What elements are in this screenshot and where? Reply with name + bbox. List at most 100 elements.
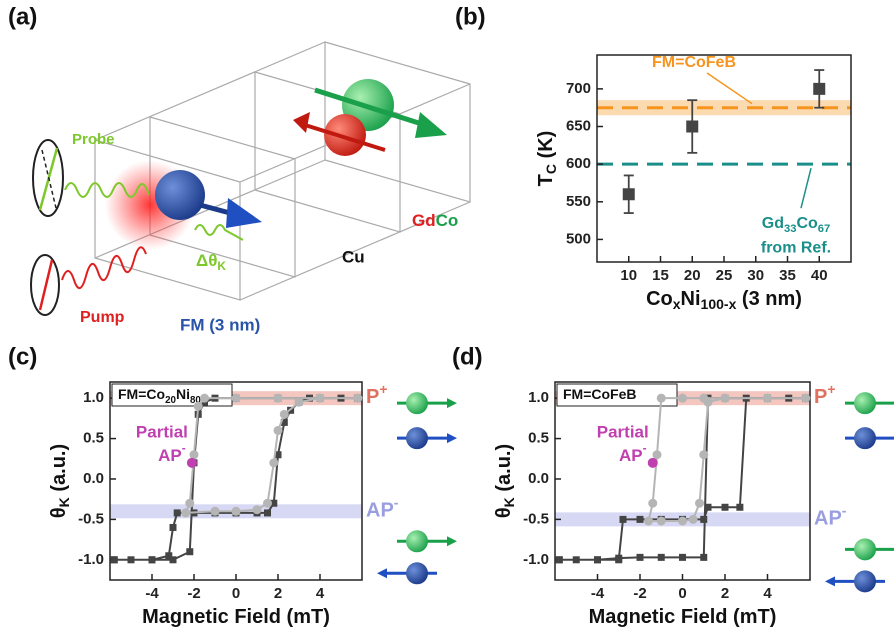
fm-label: FM (3 nm): [180, 315, 260, 334]
x-tick-label: 40: [811, 267, 828, 284]
data-point: [128, 556, 135, 563]
data-point: [620, 516, 627, 523]
plot-frame: [555, 382, 810, 580]
superscript: +: [379, 381, 387, 397]
y-tick-label: -0.5: [523, 510, 549, 527]
state-label: P+: [814, 381, 836, 409]
x-axis-label: Magnetic Field (mT): [142, 606, 330, 628]
reference-label: Gd33Co67: [762, 215, 830, 235]
data-point: [181, 508, 190, 517]
subscript: K: [217, 259, 226, 273]
text-part: (a.u.): [493, 444, 515, 497]
superscript: -: [182, 441, 186, 455]
data-point: [657, 517, 666, 526]
reflected-wave: [195, 225, 243, 240]
data-point: [194, 402, 203, 411]
annotation-text: AP-: [619, 441, 647, 465]
data-point: [695, 499, 704, 508]
panel-label: (b): [455, 3, 486, 30]
data-point: [556, 556, 563, 563]
x-tick-label: 0: [678, 585, 686, 602]
spin-arrow-head: [447, 433, 457, 443]
data-point: [353, 394, 362, 403]
subscript: 33: [784, 223, 796, 235]
y-tick-label: 500: [566, 230, 591, 247]
data-point: [679, 554, 686, 561]
data-point: [264, 509, 271, 516]
state-name: AP: [366, 500, 394, 522]
panel-label: (c): [8, 343, 37, 370]
text-part: Ni: [176, 386, 190, 402]
data-point: [274, 426, 283, 435]
spin-icon: [406, 562, 428, 584]
state-label: AP-: [814, 502, 847, 530]
data-point: [623, 188, 635, 200]
pump-wave: [62, 247, 146, 288]
x-tick-label: 35: [779, 267, 796, 284]
delta-theta-label: ΔθK: [196, 251, 226, 273]
spin-arrow-head: [377, 568, 387, 578]
spin-icon: [406, 530, 428, 552]
state-label: AP-: [366, 494, 399, 522]
spin-arrow-head: [226, 198, 262, 228]
data-point: [316, 394, 325, 403]
data-point: [637, 516, 644, 523]
annotation-text: Partial: [597, 422, 649, 441]
x-axis-label: CoxNi100-x (3 nm): [646, 288, 802, 311]
x-tick-label: -4: [145, 585, 159, 602]
probe-label: Probe: [72, 131, 115, 148]
cu-label: Cu: [342, 247, 365, 266]
data-point: [637, 554, 644, 561]
data-point: [648, 499, 657, 508]
data-point: [232, 507, 241, 516]
y-tick-label: 0.5: [83, 430, 104, 447]
diagram: (a) Probe Pump FM (3 nm) Cu GdCo Δ: [8, 3, 470, 334]
annotation-text: Partial: [136, 422, 188, 441]
y-tick-label: -1.0: [523, 551, 549, 568]
reference-label: FM=CoFeB: [652, 54, 736, 71]
subscript: 20: [165, 395, 176, 406]
superscript: -: [842, 502, 847, 518]
data-point: [686, 121, 698, 133]
data-point: [705, 504, 712, 511]
state-name: AP: [814, 508, 842, 530]
state-name: P: [814, 386, 827, 408]
data-point: [185, 499, 194, 508]
data-point: [658, 554, 665, 561]
subscript: 67: [818, 223, 830, 235]
y-tick-label: 650: [566, 117, 591, 134]
text-part: Ni: [681, 288, 701, 310]
x-tick-label: 0: [232, 585, 240, 602]
annotation-part: AP: [158, 446, 182, 465]
superscript: -: [394, 494, 399, 510]
data-point: [211, 507, 220, 516]
subscript: K: [501, 497, 517, 507]
text-part: FM=Co: [118, 386, 165, 402]
subscript: 100-x: [701, 296, 737, 312]
annotation-arrow: [801, 168, 811, 208]
data-point: [170, 524, 177, 531]
x-tick-label: 20: [684, 267, 701, 284]
data-point: [190, 450, 199, 459]
x-tick-label: -2: [633, 585, 646, 602]
state-label: P+: [366, 381, 388, 409]
data-point: [644, 517, 653, 526]
y-tick-label: -0.5: [78, 510, 104, 527]
data-point: [721, 394, 730, 403]
x-tick-label: 4: [763, 585, 772, 602]
y-tick-label: 600: [566, 155, 591, 172]
subscript: x: [673, 296, 681, 312]
y-tick-label: 0.0: [83, 470, 104, 487]
data-point: [174, 509, 181, 516]
pump-vector: [40, 260, 52, 310]
pump-label: Pump: [80, 309, 125, 326]
superscript: +: [827, 381, 835, 397]
data-point: [149, 556, 156, 563]
spin-icon: [854, 427, 876, 449]
text-part: FM=CoFeB: [563, 386, 637, 402]
text-part: Co: [796, 215, 818, 232]
data-point: [253, 505, 262, 514]
data-point: [274, 394, 283, 403]
reference-label: from Ref.: [761, 239, 831, 256]
spin-icon: [406, 392, 428, 414]
